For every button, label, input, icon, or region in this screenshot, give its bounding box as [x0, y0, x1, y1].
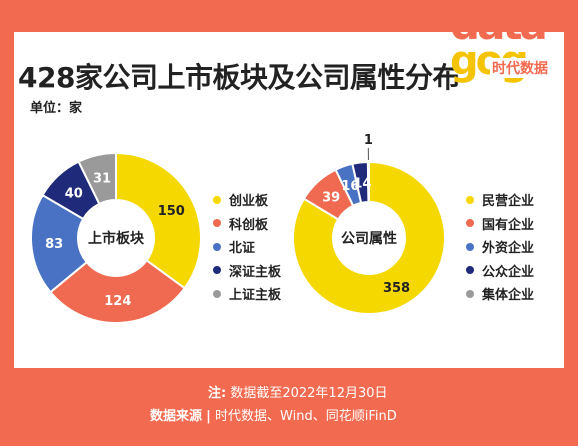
value-label-1-1: 39 [322, 191, 340, 206]
unit-label: 单位：家 [30, 101, 83, 116]
value-label-0-4: 31 [93, 172, 111, 187]
legend-label: 外资企业 [482, 241, 535, 257]
legend-item: 上证主板 [213, 282, 281, 306]
legend-item: 科创板 [213, 212, 281, 236]
legend-swatch [213, 195, 221, 204]
legend-board: 创业板科创板北证深证主板上证主板 [213, 188, 281, 306]
legend-item: 集体企业 [466, 282, 534, 306]
legend-swatch [213, 289, 221, 298]
legend-swatch [466, 219, 474, 228]
footer-source: 数据来源 | 时代数据、Wind、同花顺iFinD [150, 405, 397, 424]
legend-swatch [213, 242, 221, 251]
brand-logo: data gog 时代数据 [450, 0, 570, 90]
source-label: 数据来源 [150, 409, 203, 424]
footer-note: 注: 数据截至2022年12月30日 [208, 382, 388, 401]
source-text: 时代数据、Wind、同花顺iFinD [215, 409, 397, 424]
legend-item: 民营企业 [466, 188, 534, 212]
legend-item: 国有企业 [466, 212, 534, 236]
donut-slice-1-0 [292, 160, 446, 315]
note-label: 注: [208, 386, 227, 401]
legend-swatch [213, 266, 221, 275]
center-label-1: 公司属性 [341, 230, 397, 247]
value-label-1-0: 358 [383, 281, 410, 296]
logo-data-text: data [450, 0, 548, 49]
value-label-1-4: 1 [364, 133, 373, 148]
value-label-0-0: 150 [158, 204, 185, 219]
value-label-0-1: 124 [104, 294, 131, 309]
value-label-0-3: 40 [65, 187, 83, 202]
logo-sub-text: 时代数据 [490, 58, 550, 78]
legend-swatch [466, 242, 474, 251]
legend-label: 上证主板 [229, 288, 282, 304]
legend-label: 民营企业 [482, 194, 535, 210]
legend-item: 外资企业 [466, 235, 534, 259]
legend-label: 深证主板 [229, 264, 282, 280]
legend-swatch [466, 289, 474, 298]
legend-label: 国有企业 [482, 217, 535, 233]
center-label-0: 上市板块 [88, 230, 145, 247]
legend-item: 创业板 [213, 188, 281, 212]
legend-label: 科创板 [229, 217, 269, 233]
donut-slice-0-4 [77, 151, 117, 206]
chart-title: 428家公司上市板块及公司属性分布 [18, 61, 460, 94]
legend-swatch [466, 195, 474, 204]
donut-slice-0-0 [115, 151, 202, 290]
legend-swatch [213, 219, 221, 228]
legend-item: 北证 [213, 235, 281, 259]
legend-item: 深证主板 [213, 259, 281, 283]
note-text: 数据截至2022年12月30日 [230, 386, 388, 401]
source-separator: | [206, 409, 211, 424]
donut-slice-0-1 [49, 259, 187, 324]
legend-label: 北证 [229, 241, 256, 257]
legend-swatch [466, 266, 474, 275]
legend-label: 集体企业 [482, 288, 535, 304]
value-label-1-2: 16 [341, 179, 359, 194]
legend-label: 创业板 [229, 194, 269, 210]
value-label-1-3: 14 [353, 176, 371, 191]
legend-label: 公众企业 [482, 264, 535, 280]
legend-item: 公众企业 [466, 259, 534, 283]
value-label-0-2: 83 [45, 237, 63, 252]
donut-slice-1-4 [366, 160, 370, 204]
legend-attribute: 民营企业国有企业外资企业公众企业集体企业 [466, 188, 534, 306]
